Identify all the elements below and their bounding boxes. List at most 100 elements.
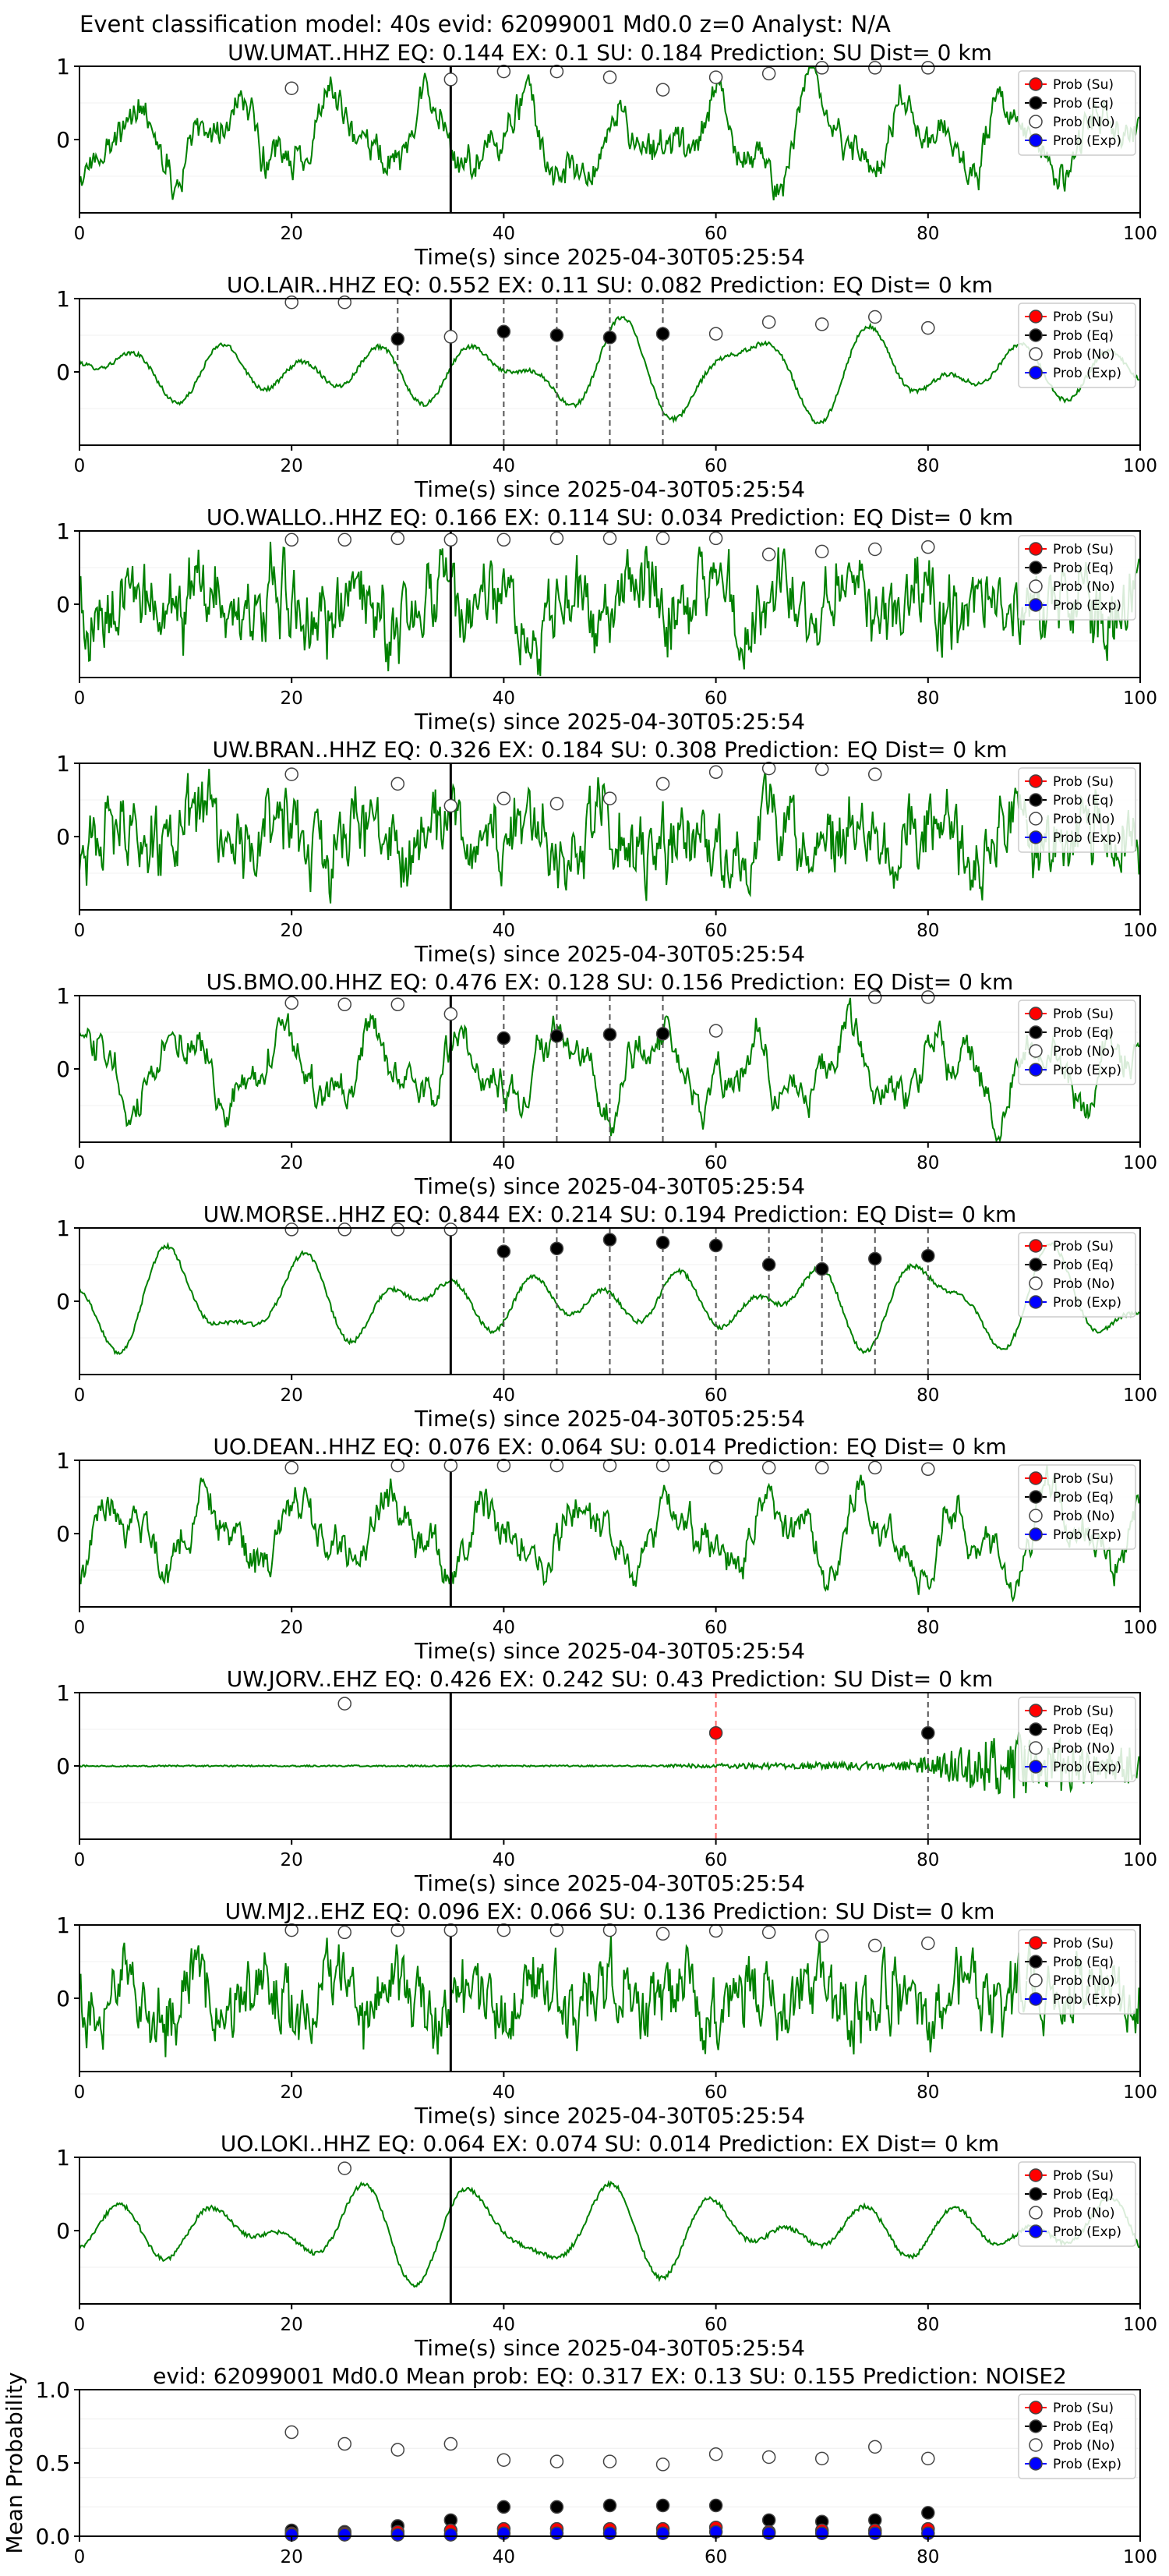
legend: Prob (Su) Prob (Eq) Prob (No) Prob (Exp) [1018, 2161, 1136, 2247]
prob-point-no [761, 315, 776, 329]
x-tick-label: 20 [281, 921, 303, 941]
panel-title: UW.UMAT..HHZ EQ: 0.144 EX: 0.1 SU: 0.184… [228, 40, 992, 65]
legend-marker-exp [1029, 1527, 1043, 1541]
mean-prob-point-exp [814, 2526, 829, 2540]
legend-marker-no [1029, 812, 1043, 826]
waveform-trace [79, 66, 1140, 201]
panel-title: evid: 62099001 Md0.0 Mean prob: EQ: 0.31… [153, 2363, 1067, 2389]
mean-prob-point-eq [602, 2498, 617, 2513]
axes-frame [79, 65, 1141, 214]
prob-point-no [602, 791, 617, 805]
x-tick-label: 100 [1123, 2315, 1157, 2335]
y-tick-label: 0 [56, 1753, 70, 1779]
prob-point-eq [496, 324, 511, 339]
legend-marker-exp [1029, 1295, 1043, 1309]
figure-suptitle: Event classification model: 40s evid: 62… [79, 11, 891, 37]
prob-point-no [549, 796, 564, 811]
prob-point-eq [868, 1251, 882, 1266]
x-tick-label: 80 [916, 1153, 939, 1173]
prob-point-no [868, 542, 882, 557]
mean-prob-point-exp [337, 2528, 351, 2542]
prob-point-no [602, 70, 617, 84]
x-tick-label: 0 [74, 1385, 86, 1406]
x-tick-label: 0 [74, 688, 86, 709]
legend: Prob (Su) Prob (Eq) Prob (No) Prob (Exp) [1018, 70, 1136, 156]
x-tick-label: 20 [281, 1850, 303, 1870]
x-tick-label: 100 [1123, 2547, 1157, 2567]
x-axis-label: Time(s) since 2025-04-30T05:25:54 [414, 244, 805, 270]
panel-8: UW.JORV..EHZ EQ: 0.426 EX: 0.242 SU: 0.4… [56, 1666, 1157, 1896]
panel-3: UO.WALLO..HHZ EQ: 0.166 EX: 0.114 SU: 0.… [56, 504, 1157, 734]
x-tick-label: 60 [705, 1618, 727, 1638]
prob-point-no [761, 761, 776, 776]
prob-point-no [496, 1923, 511, 1937]
prob-point-no [549, 1458, 564, 1473]
prob-point-no [602, 1458, 617, 1473]
prob-point-no [284, 1923, 298, 1937]
prob-point-no [708, 531, 723, 546]
prob-point-eq [655, 1027, 670, 1041]
x-tick-label: 40 [493, 2082, 515, 2103]
legend-marker-eq [1029, 561, 1043, 575]
legend-label: Prob (No) [1053, 115, 1115, 130]
legend-label: Prob (Eq) [1053, 328, 1114, 344]
prob-point-no [337, 1223, 351, 1237]
legend-label: Prob (Exp) [1053, 366, 1121, 381]
prob-point-no [814, 317, 829, 331]
prob-point-no [549, 1923, 564, 1937]
x-tick-label: 0 [74, 2547, 86, 2567]
legend-label: Prob (Exp) [1053, 1992, 1121, 2008]
prob-point-eq [549, 1028, 564, 1043]
legend-marker-exp [1029, 2457, 1043, 2471]
prob-point-no [284, 767, 298, 781]
mean-prob-point-exp [655, 2526, 670, 2540]
x-tick-label: 20 [281, 2082, 303, 2103]
prob-point-no [443, 1223, 458, 1237]
x-tick-label: 20 [281, 2315, 303, 2335]
y-tick-label: 1.0 [35, 2377, 70, 2403]
legend-marker-su [1029, 1007, 1043, 1021]
legend-marker-eq [1029, 96, 1043, 110]
x-tick-label: 60 [705, 1850, 727, 1870]
legend-label: Prob (Eq) [1053, 561, 1114, 576]
legend-label: Prob (No) [1053, 1973, 1115, 1989]
x-tick-label: 80 [916, 1385, 939, 1406]
prob-point-no [390, 1458, 405, 1473]
waveform-trace [79, 768, 1140, 904]
legend: Prob (Su) Prob (Eq) Prob (No) Prob (Exp) [1018, 2394, 1136, 2479]
legend-marker-no [1029, 2438, 1043, 2452]
panel-2: UO.LAIR..HHZ EQ: 0.552 EX: 0.11 SU: 0.08… [56, 272, 1157, 502]
mean-prob-point-exp [549, 2526, 564, 2540]
x-axis-label: Time(s) since 2025-04-30T05:25:54 [414, 1638, 805, 1664]
legend-marker-su [1029, 1936, 1043, 1950]
mean-prob-point-eq [549, 2500, 564, 2514]
legend-label: Prob (Eq) [1053, 1955, 1114, 1970]
prob-point-no [761, 1925, 776, 1940]
panel-title: US.BMO.00.HHZ EQ: 0.476 EX: 0.128 SU: 0.… [207, 969, 1014, 995]
x-tick-label: 0 [74, 2082, 86, 2103]
prob-point-no [284, 533, 298, 547]
prob-point-eq [921, 1248, 935, 1263]
x-axis-label: Time(s) since 2025-04-30T05:25:54 [414, 1406, 805, 1431]
mean-prob-point-no [443, 2436, 458, 2451]
legend: Prob (Su) Prob (Eq) Prob (No) Prob (Exp) [1018, 1000, 1136, 1085]
legend-box [1018, 767, 1136, 853]
legend-label: Prob (No) [1053, 1276, 1115, 1292]
prob-point-no [443, 73, 458, 87]
prob-point-no [921, 1936, 935, 1951]
prob-point-no [868, 767, 882, 781]
legend-label: Prob (No) [1053, 2206, 1115, 2221]
legend-marker-eq [1029, 793, 1043, 807]
y-tick-label: 0 [56, 1986, 70, 2012]
y-tick-label: 0.0 [35, 2524, 70, 2549]
panel-9: UW.MJ2..EHZ EQ: 0.096 EX: 0.066 SU: 0.13… [56, 1898, 1157, 2128]
prob-point-no [602, 1923, 617, 1937]
waveform-trace [79, 541, 1140, 677]
mean-prob-point-exp [868, 2526, 882, 2540]
mean-prob-point-exp [390, 2528, 405, 2542]
legend-marker-su [1029, 1704, 1043, 1718]
panel-10: UO.LOKI..HHZ EQ: 0.064 EX: 0.074 SU: 0.0… [56, 2131, 1157, 2361]
y-tick-label: 1 [56, 1448, 70, 1474]
legend-label: Prob (No) [1053, 1509, 1115, 1524]
legend-label: Prob (Eq) [1053, 1025, 1114, 1041]
